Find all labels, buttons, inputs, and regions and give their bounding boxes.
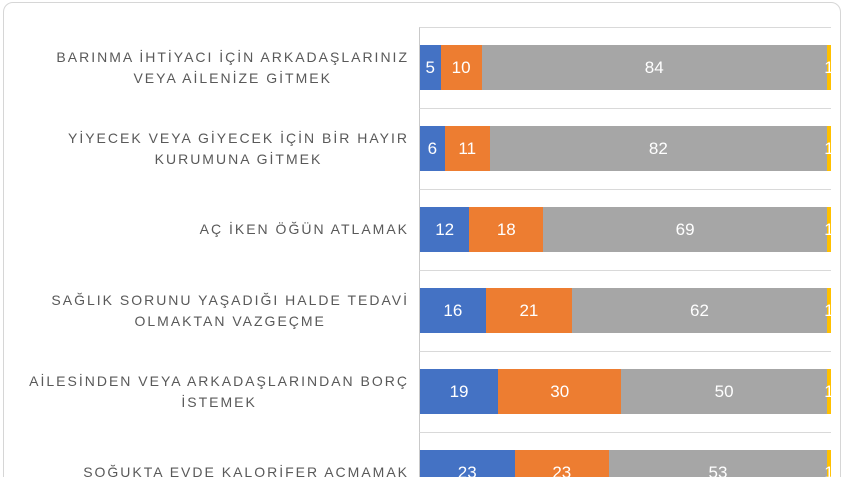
stacked-bar-chart: BARINMA İHTİYACI İÇİN ARKADAŞLARINIZ VEY… xyxy=(4,27,840,477)
bar-segment-value-label: 1 xyxy=(824,300,834,320)
bar-segment: 50 xyxy=(621,369,827,414)
bar-segment: 1 xyxy=(824,207,834,252)
plot-area-cell: 5 10 84 1 xyxy=(419,27,834,108)
bar-segment: 62 xyxy=(572,288,827,333)
category-label-cell: SOĞUKTA EVDE KALORİFER AÇMAMAK xyxy=(4,432,419,477)
bar-segment: 16 xyxy=(420,288,486,333)
chart-frame: BARINMA İHTİYACI İÇİN ARKADAŞLARINIZ VEY… xyxy=(3,2,841,477)
bar-segment-value-label: 1 xyxy=(824,57,834,77)
category-label-cell: YİYECEK VEYA GİYECEK İÇİN BİR HAYIR KURU… xyxy=(4,108,419,189)
category-label: SAĞLIK SORUNU YAŞADIĞI HALDE TEDAVİ OLMA… xyxy=(51,291,409,329)
bar-segment: 10 xyxy=(440,45,482,90)
bar-segment: 69 xyxy=(543,207,827,252)
bar-segment: 19 xyxy=(420,369,499,414)
bar-segment-value-label: 10 xyxy=(451,57,471,77)
bar-segment-value-label: 1 xyxy=(824,381,834,401)
bar-segment: 1 xyxy=(824,45,834,90)
bar-segment-value-label: 84 xyxy=(644,57,664,77)
chart-row: SOĞUKTA EVDE KALORİFER AÇMAMAK 23 23 53 … xyxy=(4,432,840,477)
bar-segment-value-label: 16 xyxy=(443,300,463,320)
bar-segment: 53 xyxy=(609,450,827,477)
bar-segment-value-label: 82 xyxy=(648,138,668,158)
bar-segment-value-label: 50 xyxy=(714,381,734,401)
category-label: AİLESİNDEN VEYA ARKADAŞLARINDAN BORÇ İST… xyxy=(29,372,409,410)
category-label-cell: AİLESİNDEN VEYA ARKADAŞLARINDAN BORÇ İST… xyxy=(4,351,419,432)
bar-segment-value-label: 53 xyxy=(708,462,728,477)
category-label: SOĞUKTA EVDE KALORİFER AÇMAMAK xyxy=(83,464,409,477)
bar-segment: 1 xyxy=(824,369,834,414)
bar-segment-value-label: 30 xyxy=(550,381,570,401)
bar-segment-value-label: 5 xyxy=(425,57,435,77)
bar-segment: 1 xyxy=(824,126,834,171)
bar-segment-value-label: 1 xyxy=(824,462,834,477)
plot-area-cell: 12 18 69 1 xyxy=(419,189,834,270)
stacked-bar: 5 10 84 1 xyxy=(420,45,834,90)
plot-area-cell: 23 23 53 1 xyxy=(419,432,834,477)
category-label-cell: SAĞLIK SORUNU YAŞADIĞI HALDE TEDAVİ OLMA… xyxy=(4,270,419,351)
stacked-bar: 23 23 53 1 xyxy=(420,450,834,477)
chart-row: AÇ İKEN ÖĞÜN ATLAMAK 12 18 69 1 xyxy=(4,189,840,270)
bar-segment: 84 xyxy=(481,45,827,90)
category-label-cell: AÇ İKEN ÖĞÜN ATLAMAK xyxy=(4,189,419,270)
stacked-bar: 12 18 69 1 xyxy=(420,207,834,252)
category-label: BARINMA İHTİYACI İÇİN ARKADAŞLARINIZ VEY… xyxy=(56,48,409,86)
bar-segment-value-label: 23 xyxy=(552,462,572,477)
bar-segment: 12 xyxy=(420,207,470,252)
chart-row: AİLESİNDEN VEYA ARKADAŞLARINDAN BORÇ İST… xyxy=(4,351,840,432)
bar-segment-value-label: 23 xyxy=(457,462,477,477)
chart-row: BARINMA İHTİYACI İÇİN ARKADAŞLARINIZ VEY… xyxy=(4,27,840,108)
bar-segment-value-label: 12 xyxy=(435,219,455,239)
category-label: AÇ İKEN ÖĞÜN ATLAMAK xyxy=(199,221,409,237)
bar-segment: 23 xyxy=(514,450,610,477)
stacked-bar: 16 21 62 1 xyxy=(420,288,834,333)
bar-segment: 82 xyxy=(489,126,827,171)
bar-segment: 30 xyxy=(498,369,622,414)
bar-segment: 21 xyxy=(485,288,573,333)
bar-segment: 23 xyxy=(420,450,515,477)
bar-segment: 5 xyxy=(420,45,441,90)
bar-segment-value-label: 1 xyxy=(824,138,834,158)
chart-row: YİYECEK VEYA GİYECEK İÇİN BİR HAYIR KURU… xyxy=(4,108,840,189)
bar-segment-value-label: 21 xyxy=(519,300,539,320)
bar-segment-value-label: 18 xyxy=(496,219,516,239)
bar-segment: 11 xyxy=(444,126,490,171)
stacked-bar: 19 30 50 1 xyxy=(420,369,834,414)
bar-segment-value-label: 6 xyxy=(427,138,438,158)
plot-area-cell: 19 30 50 1 xyxy=(419,351,834,432)
bar-segment: 1 xyxy=(824,288,834,333)
bar-segment: 1 xyxy=(824,450,834,477)
plot-area-cell: 16 21 62 1 xyxy=(419,270,834,351)
bar-segment-value-label: 62 xyxy=(689,300,709,320)
plot-area-cell: 6 11 82 1 xyxy=(419,108,834,189)
bar-segment-value-label: 69 xyxy=(675,219,695,239)
bar-segment: 18 xyxy=(469,207,544,252)
bar-segment-value-label: 1 xyxy=(824,219,834,239)
chart-row: SAĞLIK SORUNU YAŞADIĞI HALDE TEDAVİ OLMA… xyxy=(4,270,840,351)
category-label-cell: BARINMA İHTİYACI İÇİN ARKADAŞLARINIZ VEY… xyxy=(4,27,419,108)
bar-segment-value-label: 19 xyxy=(449,381,469,401)
bar-segment: 6 xyxy=(420,126,445,171)
bar-segment-value-label: 11 xyxy=(458,138,477,158)
stacked-bar: 6 11 82 1 xyxy=(420,126,834,171)
category-label: YİYECEK VEYA GİYECEK İÇİN BİR HAYIR KURU… xyxy=(67,129,409,167)
